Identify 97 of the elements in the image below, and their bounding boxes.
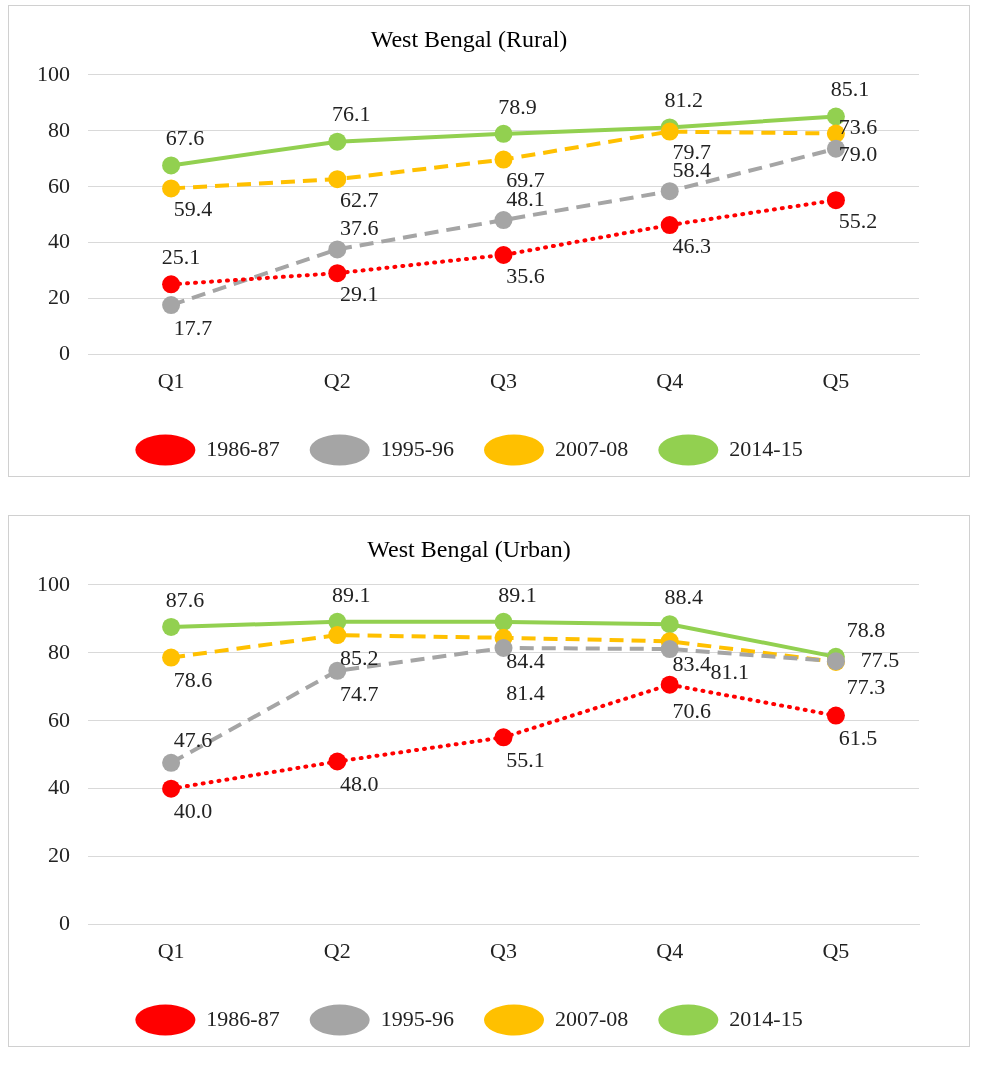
x-tick-label: Q4 [656, 937, 684, 963]
data-label: 73.6 [838, 114, 878, 140]
point [660, 615, 679, 634]
point [328, 132, 347, 151]
data-label: 17.7 [173, 314, 213, 340]
data-label: 55.1 [506, 747, 545, 773]
point [328, 752, 347, 771]
point [494, 612, 513, 631]
chart-title: West Bengal (Rural) [370, 25, 568, 52]
data-label: 61.5 [838, 725, 878, 751]
point [660, 182, 679, 201]
data-label: 76.1 [332, 101, 371, 127]
y-tick-label: 80 [48, 638, 70, 664]
point [660, 216, 679, 235]
data-label: 84.4 [506, 647, 545, 673]
data-label: 87.6 [165, 586, 205, 612]
data-label: 83.4 [672, 650, 711, 676]
data-label: 69.7 [506, 167, 545, 193]
data-label: 25.1 [161, 244, 201, 270]
point [162, 296, 181, 315]
data-label: 46.3 [672, 232, 711, 258]
data-label: 55.2 [838, 207, 878, 233]
legend-label: 2014-15 [729, 1005, 803, 1031]
y-tick-label: 100 [37, 570, 70, 596]
data-label: 35.6 [506, 262, 545, 288]
data-label: 47.6 [173, 726, 213, 752]
legend-label: 1995-96 [380, 435, 454, 461]
data-label: 85.1 [830, 76, 870, 102]
y-tick-label: 20 [48, 284, 70, 310]
chart-title: West Bengal (Urban) [367, 535, 571, 562]
data-label: 77.3 [846, 673, 886, 699]
x-tick-label: Q1 [157, 937, 185, 963]
y-tick-label: 40 [48, 774, 70, 800]
point [328, 264, 347, 283]
x-tick-label: Q3 [490, 367, 517, 393]
point [162, 648, 181, 667]
x-tick-label: Q3 [490, 937, 517, 963]
legend-label: 2007-08 [555, 435, 629, 461]
y-tick-label: 60 [48, 172, 70, 198]
point [328, 170, 347, 189]
data-label: 78.8 [846, 616, 886, 642]
point [494, 124, 513, 143]
data-label: 78.6 [173, 667, 213, 693]
point [494, 728, 513, 747]
legend-label: 1986-87 [206, 1005, 280, 1031]
point [162, 617, 181, 636]
point [660, 122, 679, 141]
data-label: 81.2 [664, 87, 703, 113]
data-label: 88.4 [664, 584, 703, 609]
data-label: 29.1 [340, 280, 379, 306]
point [826, 706, 845, 725]
point [162, 779, 181, 798]
point [494, 211, 513, 230]
data-label: 37.6 [340, 215, 379, 241]
data-label: 62.7 [340, 186, 379, 212]
point [328, 240, 347, 259]
y-tick-label: 100 [37, 60, 70, 86]
data-label: 59.4 [173, 196, 213, 222]
point [162, 275, 181, 294]
x-tick-label: Q2 [323, 937, 351, 963]
data-label: 78.9 [498, 93, 537, 119]
point [162, 179, 181, 198]
data-label: 81.4 [506, 679, 545, 705]
data-label: 40.0 [173, 798, 213, 824]
legend-label: 2014-15 [729, 435, 803, 461]
point [494, 245, 513, 264]
point [494, 150, 513, 169]
data-label: 85.2 [340, 644, 379, 670]
point [162, 156, 181, 175]
x-tick-label: Q5 [822, 367, 850, 393]
legend-label: 1986-87 [206, 435, 280, 461]
legend-label: 1995-96 [380, 1005, 454, 1031]
x-tick-label: Q5 [822, 937, 850, 963]
point [328, 626, 347, 645]
y-tick-label: 20 [48, 842, 70, 868]
point [162, 753, 181, 772]
data-label: 74.7 [340, 680, 379, 706]
y-tick-label: 0 [59, 910, 70, 936]
point [660, 640, 679, 659]
point [826, 191, 845, 210]
data-label: 70.6 [672, 698, 711, 724]
y-tick-label: 40 [48, 228, 70, 254]
legend-label: 2007-08 [555, 1005, 629, 1031]
data-label: 79.0 [838, 141, 878, 167]
data-label: 89.1 [332, 581, 371, 607]
data-label: 77.5 [860, 647, 900, 673]
data-label: 81.1 [710, 658, 749, 684]
x-tick-label: Q4 [656, 367, 684, 393]
x-tick-label: Q2 [323, 367, 351, 393]
data-label: 89.1 [498, 581, 537, 607]
data-label: 67.6 [165, 125, 205, 151]
y-tick-label: 80 [48, 116, 70, 142]
data-label: 48.0 [340, 771, 379, 797]
y-tick-label: 60 [48, 706, 70, 732]
point [660, 675, 679, 694]
y-tick-label: 0 [59, 340, 70, 366]
x-tick-label: Q1 [157, 367, 185, 393]
